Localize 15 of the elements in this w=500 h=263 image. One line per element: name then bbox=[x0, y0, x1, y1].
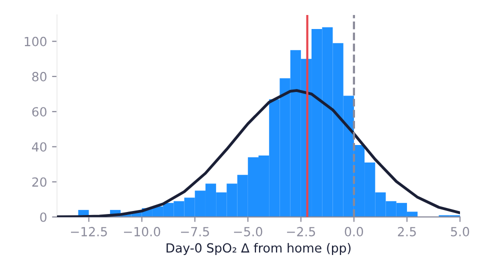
x-tick-label: 2.5 bbox=[398, 226, 416, 236]
x-tick-label: 0.0 bbox=[344, 226, 364, 236]
x-axis-title: Day-0 SpO₂ Δ from home (pp) bbox=[166, 242, 351, 256]
x-tick-label: −2.5 bbox=[287, 226, 316, 236]
y-tick-label: 40 bbox=[32, 142, 46, 152]
x-tick-label: 5.0 bbox=[451, 226, 470, 236]
y-tick-label: 0 bbox=[40, 212, 46, 222]
y-tick-label: 100 bbox=[24, 36, 46, 46]
x-tick-label: −12.5 bbox=[70, 226, 107, 236]
x-tick-label: −10.0 bbox=[124, 226, 160, 236]
x-tick-label: −7.5 bbox=[181, 227, 209, 236]
y-tick-label: 60 bbox=[32, 107, 46, 117]
x-tick-label: −5.0 bbox=[234, 226, 262, 236]
y-tick-label: 80 bbox=[32, 72, 46, 82]
y-tick-label: 20 bbox=[32, 177, 46, 187]
